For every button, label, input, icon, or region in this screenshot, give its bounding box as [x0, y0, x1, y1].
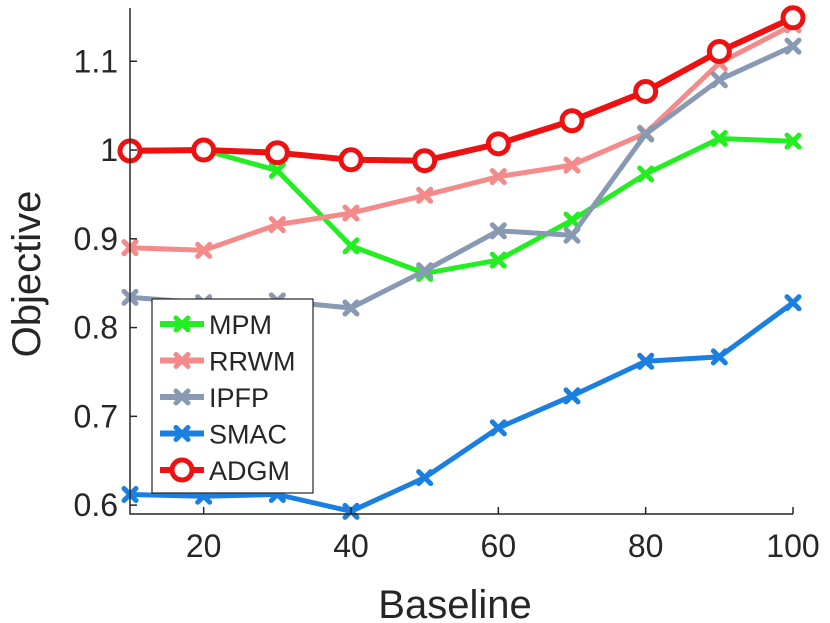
y-tick-label: 0.6 — [74, 487, 118, 523]
legend-label: ADGM — [209, 456, 290, 486]
data-point — [637, 165, 655, 183]
data-point — [173, 315, 191, 333]
data-point — [173, 388, 191, 406]
x-tick-label: 20 — [186, 528, 222, 564]
series-rrwm — [121, 16, 802, 259]
data-point — [563, 211, 581, 229]
data-point — [784, 37, 802, 55]
data-point — [633, 78, 659, 104]
data-point — [173, 352, 191, 369]
data-point — [710, 348, 728, 366]
data-point — [563, 226, 581, 244]
data-point — [637, 352, 655, 370]
data-point — [710, 71, 728, 89]
x-tick-label: 80 — [628, 528, 664, 564]
data-point — [485, 131, 511, 157]
data-point — [169, 457, 195, 483]
legend-item: RRWM — [160, 347, 295, 377]
legend-label: RRWM — [209, 347, 295, 377]
y-ticks: 0.6 0.7 0.8 0.9 1 1.1 — [74, 43, 137, 523]
data-point — [195, 241, 213, 259]
data-point — [784, 294, 802, 312]
data-point — [338, 147, 364, 173]
data-point — [489, 419, 507, 437]
x-tick-label: 100 — [766, 528, 819, 564]
data-point — [412, 148, 438, 174]
x-axis-title: Baseline — [378, 583, 531, 623]
data-point — [784, 132, 802, 150]
series-line — [129, 300, 795, 514]
data-point — [191, 137, 217, 163]
legend: MPM RRWM IPFP SMAC ADGM — [151, 298, 314, 494]
legend-label: MPM — [209, 310, 272, 340]
y-axis-title: Objective — [5, 191, 49, 358]
legend-item: SMAC — [160, 420, 287, 450]
data-point — [264, 140, 290, 166]
data-point — [637, 125, 655, 143]
axes — [129, 8, 793, 515]
x-tick-label: 40 — [333, 528, 369, 564]
series-line — [130, 136, 794, 276]
data-point — [268, 216, 286, 234]
data-point — [489, 168, 507, 186]
y-tick-label: 1.1 — [74, 43, 118, 79]
x-tick-label: 60 — [481, 528, 517, 564]
data-point — [563, 156, 581, 174]
x-ticks: 20 40 60 80 100 — [186, 507, 820, 564]
data-point — [416, 186, 434, 204]
data-point — [559, 108, 585, 134]
data-point — [268, 161, 286, 179]
data-point — [342, 204, 360, 222]
legend-label: SMAC — [209, 420, 287, 450]
data-point — [563, 387, 581, 405]
legend-label: IPFP — [209, 383, 269, 413]
data-point — [342, 299, 360, 317]
series-line — [129, 15, 795, 164]
y-tick-label: 0.8 — [74, 310, 118, 346]
data-point — [173, 425, 191, 442]
y-tick-label: 0.7 — [74, 398, 118, 434]
legend-item: ADGM — [160, 456, 290, 486]
series-layer — [117, 5, 806, 520]
data-point — [342, 237, 360, 255]
series-mpm — [121, 129, 802, 282]
legend-item: MPM — [160, 310, 272, 340]
data-point — [489, 222, 507, 240]
axis-frame — [129, 8, 793, 515]
series-line — [129, 22, 795, 253]
data-point — [706, 38, 732, 64]
y-tick-label: 1 — [100, 132, 118, 168]
data-point — [780, 5, 806, 31]
y-tick-label: 0.9 — [74, 221, 118, 257]
legend-item: IPFP — [160, 383, 269, 413]
data-point — [489, 251, 507, 269]
data-point — [710, 129, 728, 147]
data-point — [416, 469, 434, 487]
data-point — [416, 262, 434, 280]
